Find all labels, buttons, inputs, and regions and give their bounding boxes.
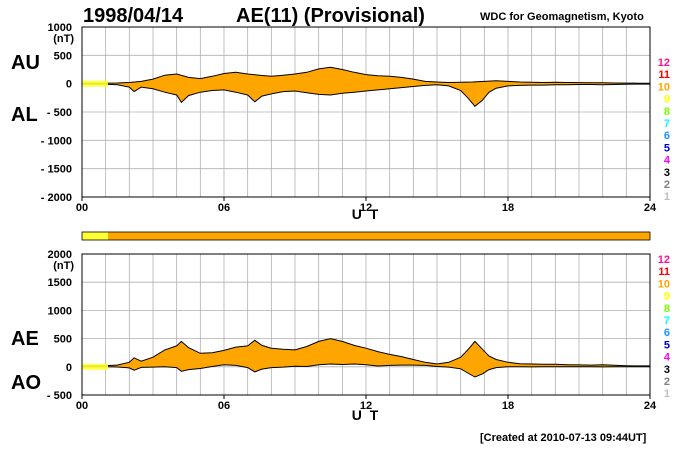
legend-number: 1	[664, 388, 670, 400]
legend-number: 1	[664, 191, 670, 203]
y-axis-unit: (nT)	[53, 33, 74, 45]
legend-number: 3	[664, 167, 670, 179]
index-title: AE(11) (Provisional)	[236, 5, 425, 27]
source-label: WDC for Geomagnetism, Kyoto	[480, 11, 644, 23]
date-title: 1998/04/14	[83, 5, 184, 27]
y-tick-label: 1500	[48, 277, 72, 289]
x-tick-label: 00	[76, 400, 88, 412]
legend-number: 9	[664, 94, 670, 106]
quality-segment	[108, 232, 651, 240]
x-axis-label: U T	[352, 407, 381, 423]
x-tick-label: 18	[502, 400, 514, 412]
area-fill	[82, 67, 650, 107]
series-line-ao	[82, 363, 650, 378]
quality-bar-frame	[81, 231, 651, 241]
quality-bar	[81, 231, 651, 241]
area-fill	[82, 338, 650, 377]
legend-number: 2	[664, 376, 670, 388]
quality-segment	[82, 232, 109, 240]
legend-number: 11	[658, 266, 670, 278]
y-tick-label: - 2000	[41, 192, 72, 204]
y-tick-label: 0	[66, 362, 72, 374]
y-tick-label: - 1000	[41, 135, 72, 147]
x-axis-label: U T	[352, 206, 381, 222]
series-line-ae	[81, 338, 650, 367]
legend-number: 9	[664, 291, 670, 303]
x-tick-label: 24	[644, 400, 657, 412]
created-timestamp: [Created at 2010-07-13 09:44UT]	[480, 432, 647, 444]
legend-number: 2	[664, 179, 670, 191]
zero-start-band	[82, 363, 109, 370]
legend-number: 12	[658, 57, 670, 69]
y-tick-label: 500	[54, 334, 72, 346]
series-line-au	[81, 66, 650, 84]
legend-number: 7	[664, 118, 670, 130]
legend-number: 8	[664, 303, 670, 315]
x-tick-label: 12	[360, 202, 372, 214]
x-tick-label: 18	[502, 202, 514, 214]
legend-number: 4	[664, 155, 671, 167]
legend-number: 7	[664, 315, 670, 327]
legend-number: 10	[658, 81, 670, 93]
legend-number: 6	[664, 130, 670, 142]
legend-number: 3	[664, 364, 670, 376]
au-al-panel: 1000 500 0 - 500 - 1000 - 1500 - 2000 (nT) 00 06 1…	[41, 22, 657, 222]
ae-ao-panel: 2000 1500 1000 500 0 - 500 (nT) 00 06 12 18 24 U T	[47, 249, 657, 423]
x-tick-label: 24	[644, 202, 657, 214]
y-tick-label: 0	[66, 79, 72, 91]
y-tick-label: - 500	[47, 390, 72, 402]
y-tick-label: - 500	[47, 107, 72, 119]
al-label: AL	[11, 104, 38, 126]
x-tick-label: 12	[360, 400, 372, 412]
legend-number: 6	[664, 327, 670, 339]
legend-number: 8	[664, 106, 670, 118]
x-tick-label: 00	[76, 202, 88, 214]
y-axis-unit: (nT)	[53, 260, 74, 272]
legend-number: 12	[658, 254, 670, 266]
y-tick-label: 1000	[48, 305, 72, 317]
series-line-al	[81, 83, 650, 107]
x-tick-label: 06	[218, 202, 230, 214]
y-tick-label: 2000	[48, 249, 72, 261]
y-tick-label: 1000	[48, 22, 72, 34]
legend-number: 4	[664, 352, 671, 364]
x-tick-label: 06	[218, 400, 230, 412]
y-tick-label: 500	[54, 50, 72, 62]
ae-label: AE	[11, 328, 39, 350]
ao-label: AO	[11, 372, 41, 394]
legend-number: 10	[658, 278, 670, 290]
y-tick-label: - 1500	[41, 164, 72, 176]
au-label: AU	[11, 52, 40, 74]
legend-number: 5	[664, 142, 670, 154]
zero-start-band	[82, 80, 109, 87]
legend-number: 11	[658, 69, 670, 81]
legend-number: 5	[664, 339, 670, 351]
